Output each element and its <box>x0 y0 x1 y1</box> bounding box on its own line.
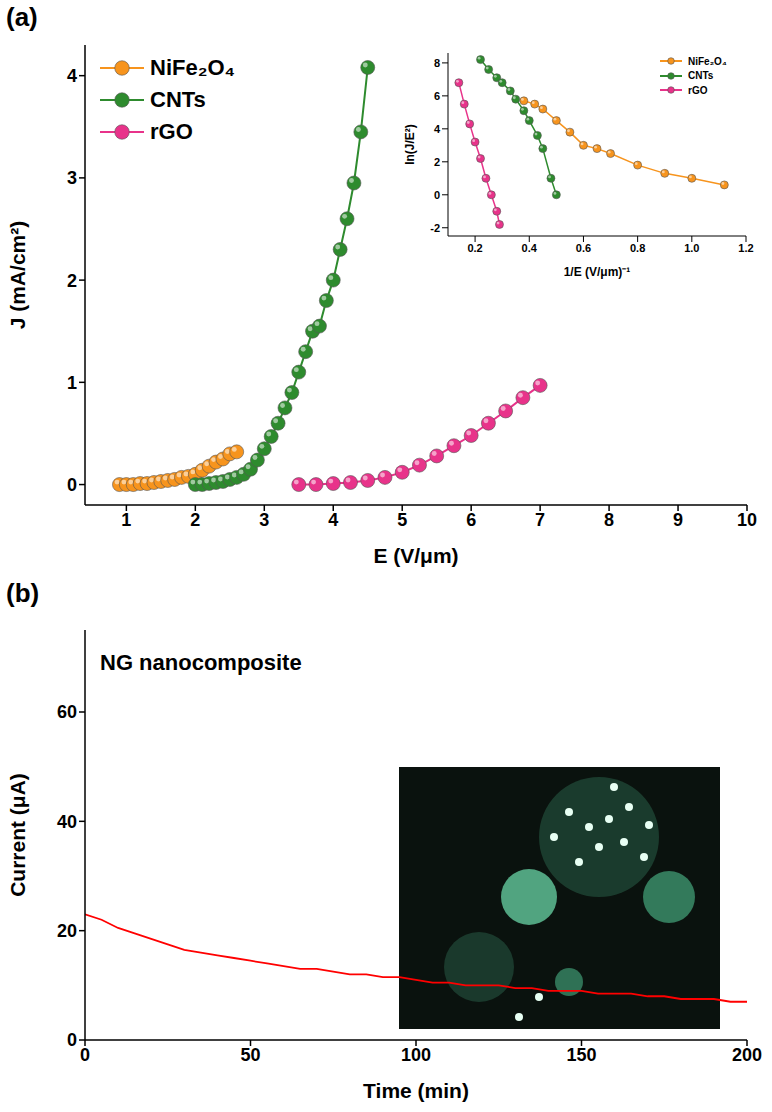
svg-text:2: 2 <box>67 271 77 291</box>
svg-text:40: 40 <box>57 812 77 832</box>
svg-text:3: 3 <box>67 168 77 188</box>
html-text:rGO: rGO <box>688 84 708 96</box>
svg-text:1/E (V/μm)⁻¹: 1/E (V/μm)⁻¹ <box>564 265 631 279</box>
html-text:NiFe₂O₄: NiFe₂O₄ <box>688 55 727 67</box>
svg-text:E (V/μm): E (V/μm) <box>373 544 458 567</box>
svg-text:50: 50 <box>240 1045 260 1065</box>
svg-text:1: 1 <box>121 510 131 530</box>
svg-text:10: 10 <box>737 510 757 530</box>
svg-text:0: 0 <box>67 475 77 495</box>
svg-text:Time (min): Time (min) <box>363 1079 469 1102</box>
svg-text:0.6: 0.6 <box>576 242 591 254</box>
svg-text:1.2: 1.2 <box>738 242 753 254</box>
html-text:(b): (b) <box>6 578 40 608</box>
svg-text:60: 60 <box>57 702 77 722</box>
svg-text:J (mA/cm²): J (mA/cm²) <box>6 221 29 330</box>
html-text:NG nanocomposite: NG nanocomposite <box>100 650 302 675</box>
html-text:rGO: rGO <box>150 118 193 144</box>
svg-text:1.0: 1.0 <box>684 242 699 254</box>
svg-text:5: 5 <box>397 510 407 530</box>
html-text:CNTs: CNTs <box>688 70 714 82</box>
svg-text:100: 100 <box>401 1045 431 1065</box>
html-text:(a): (a) <box>6 2 38 32</box>
svg-text:2: 2 <box>190 510 200 530</box>
svg-text:150: 150 <box>566 1045 596 1065</box>
svg-text:20: 20 <box>57 921 77 941</box>
svg-text:200: 200 <box>732 1045 762 1065</box>
svg-text:7: 7 <box>535 510 545 530</box>
svg-text:0: 0 <box>434 189 440 201</box>
svg-text:ln(J/E²): ln(J/E²) <box>403 124 417 165</box>
html-text:CNTs: CNTs <box>150 86 206 112</box>
svg-text:6: 6 <box>434 90 440 102</box>
svg-text:0: 0 <box>67 1030 77 1050</box>
svg-text:2: 2 <box>434 156 440 168</box>
svg-text:8: 8 <box>434 57 440 69</box>
svg-text:0.8: 0.8 <box>630 242 645 254</box>
svg-text:Current (μA): Current (μA) <box>6 773 29 897</box>
svg-text:-2: -2 <box>430 222 440 234</box>
svg-text:9: 9 <box>673 510 683 530</box>
svg-text:3: 3 <box>259 510 269 530</box>
svg-text:4: 4 <box>328 510 338 530</box>
svg-text:0: 0 <box>80 1045 90 1065</box>
svg-text:0.4: 0.4 <box>522 242 538 254</box>
svg-text:6: 6 <box>466 510 476 530</box>
svg-text:4: 4 <box>67 66 77 86</box>
html-text:NiFe₂O₄: NiFe₂O₄ <box>150 54 235 80</box>
svg-text:8: 8 <box>604 510 614 530</box>
svg-text:4: 4 <box>434 123 441 135</box>
svg-text:0.2: 0.2 <box>467 242 482 254</box>
svg-text:1: 1 <box>67 373 77 393</box>
